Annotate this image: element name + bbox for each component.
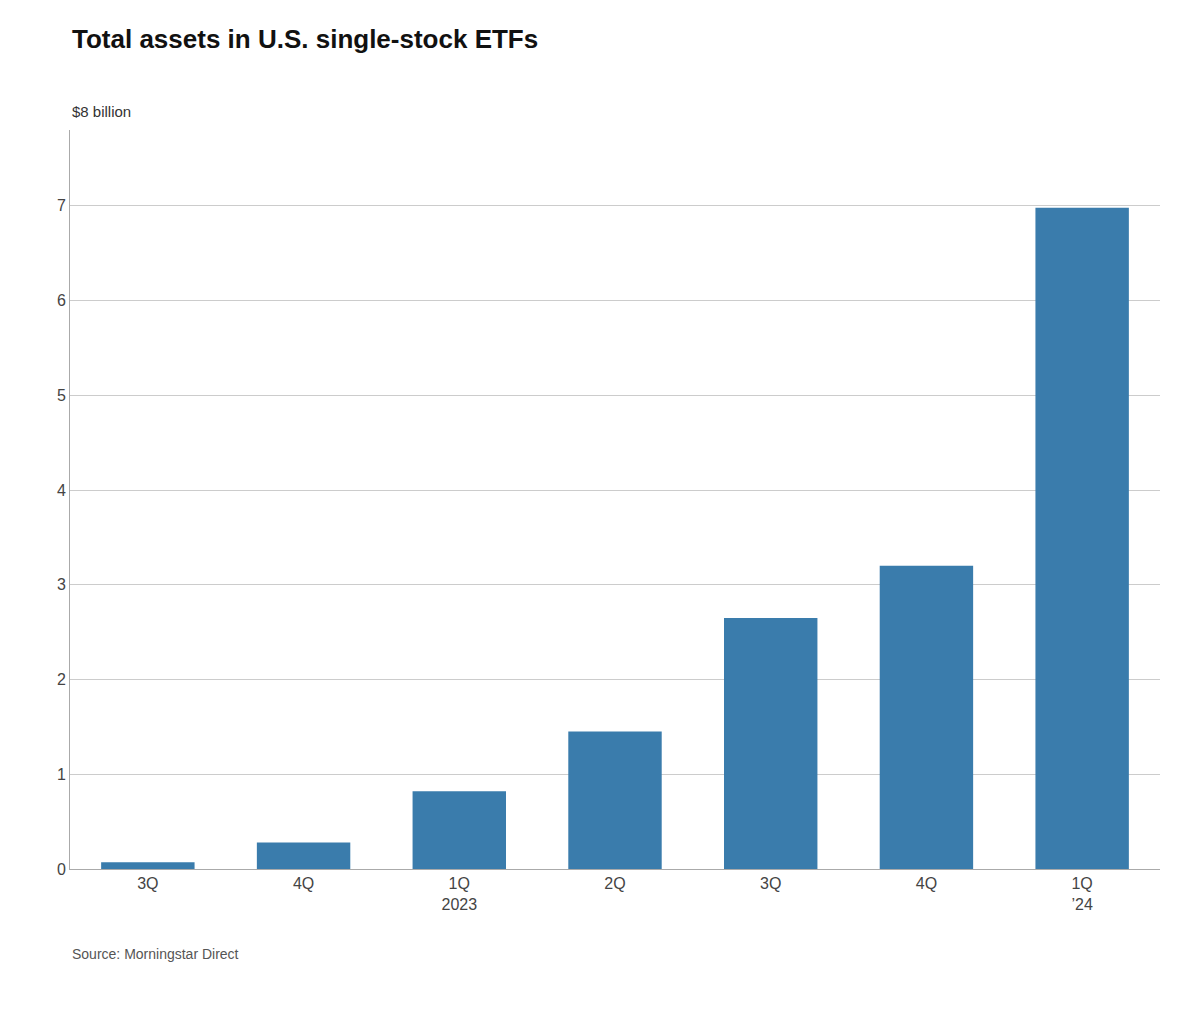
svg-text:7: 7 [57, 197, 66, 214]
svg-text:5: 5 [57, 387, 66, 404]
svg-text:0: 0 [57, 861, 66, 878]
svg-text:2Q: 2Q [604, 875, 625, 892]
svg-text:2: 2 [57, 671, 66, 688]
svg-text:6: 6 [57, 292, 66, 309]
svg-text:1Q2023: 1Q2023 [441, 875, 477, 913]
svg-text:1Q’24: 1Q’24 [1071, 875, 1092, 913]
svg-text:4Q: 4Q [293, 875, 314, 892]
svg-text:Total assets in U.S. single-st: Total assets in U.S. single-stock ETFs [72, 24, 538, 54]
svg-text:4: 4 [57, 482, 66, 499]
svg-text:$8 billion: $8 billion [72, 103, 131, 120]
svg-text:1: 1 [57, 766, 66, 783]
svg-text:3: 3 [57, 576, 66, 593]
svg-text:4Q: 4Q [916, 875, 937, 892]
svg-text:3Q: 3Q [760, 875, 781, 892]
svg-text:3Q: 3Q [137, 875, 158, 892]
svg-text:Source: Morningstar Direct: Source: Morningstar Direct [72, 946, 239, 962]
